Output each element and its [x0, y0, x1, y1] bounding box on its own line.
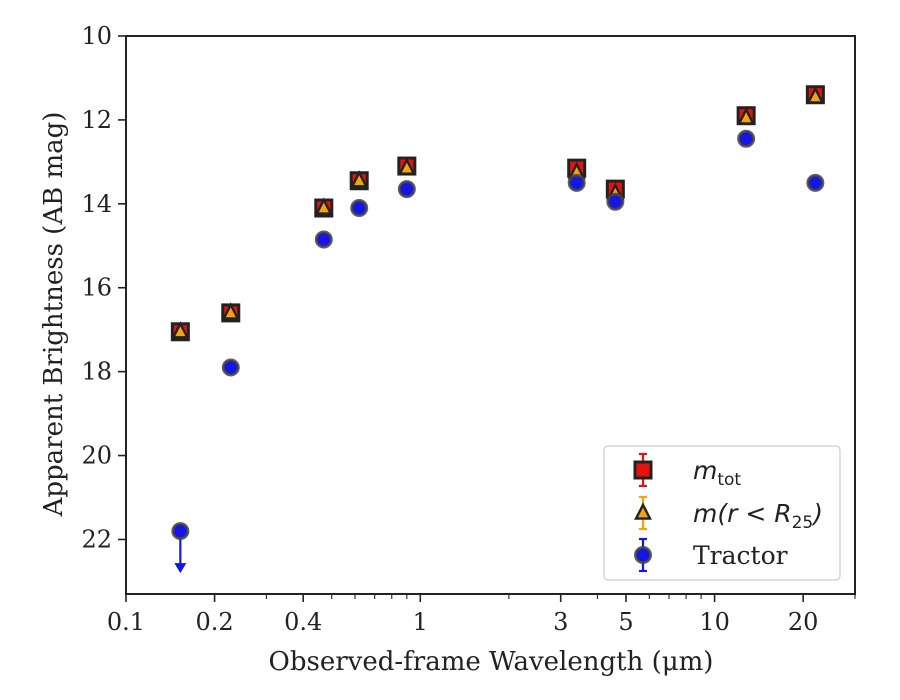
legend: mtot m(r < R25) Tractor [603, 445, 841, 581]
y-tick-label: 14 [81, 190, 112, 218]
legend-label: mtot [693, 456, 741, 490]
data-point [171, 522, 190, 541]
series-circle [171, 129, 825, 574]
legend-box [603, 445, 841, 581]
data-point [397, 157, 416, 175]
x-tick-label: 3 [553, 608, 568, 636]
data-point [737, 129, 756, 148]
y-tick-label: 12 [81, 106, 112, 134]
x-tick-label: 1 [413, 608, 428, 636]
legend-marker [634, 546, 652, 564]
x-tick-label: 5 [618, 608, 633, 636]
series-square [170, 85, 825, 342]
data-point [397, 180, 416, 199]
y-tick-label: 10 [81, 22, 112, 50]
series-triangle [171, 86, 825, 339]
x-tick-label: 20 [788, 608, 819, 636]
y-tick-label: 18 [81, 358, 112, 386]
data-point [806, 86, 825, 104]
legend-marker [633, 460, 653, 480]
x-tick-label: 0.1 [107, 608, 145, 636]
y-tick-label: 16 [81, 274, 112, 302]
x-tick-label: 0.2 [196, 608, 234, 636]
legend-label: m(r < R25) [693, 499, 823, 533]
data-point [806, 173, 825, 192]
data-point [350, 199, 369, 218]
data-point [221, 358, 240, 377]
data-point [737, 107, 756, 125]
upper-limit-arrowhead [174, 563, 187, 574]
plot-area [170, 85, 825, 574]
data-point [171, 321, 190, 339]
data-point [221, 302, 240, 320]
data-point [350, 170, 369, 188]
data-point [314, 230, 333, 249]
axes: 0.1 0.2 0.4 1 3 5 10 20 10 12 14 16 18 20 22 [81, 22, 856, 636]
y-tick-label: 20 [81, 442, 112, 470]
data-point [606, 192, 625, 211]
data-point [314, 197, 333, 215]
legend-label: Tractor [693, 541, 788, 570]
axes-frame [125, 35, 856, 595]
x-axis-title: Observed-frame Wavelength (μm) [269, 647, 714, 677]
data-point [567, 173, 586, 192]
x-tick-label: 10 [699, 608, 730, 636]
y-tick-label: 22 [81, 525, 112, 553]
x-tick-label: 0.4 [284, 608, 322, 636]
legend-marker [634, 502, 652, 520]
y-axis-title: Apparent Brightness (AB mag) [39, 112, 69, 518]
